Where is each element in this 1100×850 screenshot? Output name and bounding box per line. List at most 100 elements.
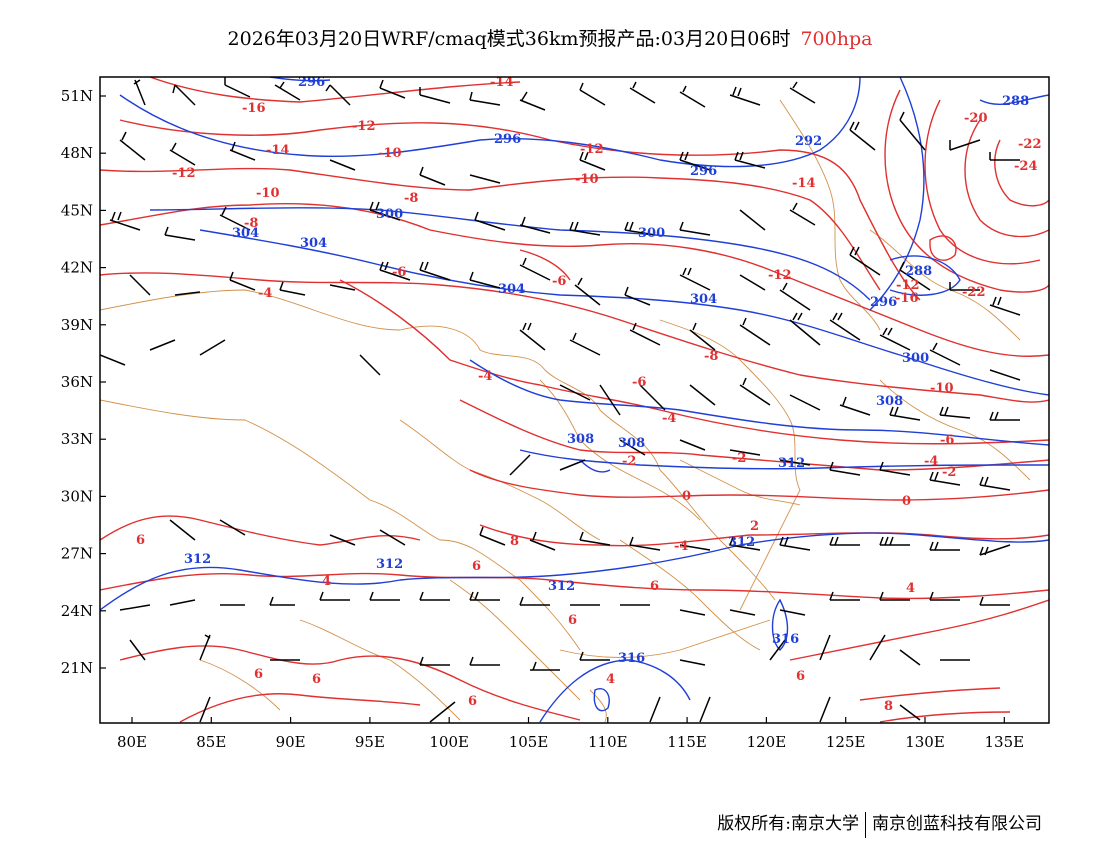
- temperature-label: -6: [552, 274, 566, 289]
- temperature-label: 6: [468, 694, 477, 709]
- temperature-label: 8: [884, 699, 893, 714]
- lon-tick-label: 90E: [276, 733, 306, 751]
- temperature-label: -12: [172, 166, 196, 181]
- height-label: 296: [690, 164, 717, 179]
- lat-tick-label: 45N: [61, 201, 93, 219]
- lat-tick-label: 30N: [61, 487, 93, 505]
- height-label: 300: [376, 207, 403, 222]
- temperature-label: -4: [478, 369, 492, 384]
- borders-layer: [100, 99, 1031, 723]
- lat-tick-label: 48N: [61, 144, 93, 162]
- temperature-label: 0: [682, 489, 691, 504]
- height-label: 304: [300, 236, 327, 251]
- height-label: 308: [618, 436, 645, 451]
- lat-tick-label: 21N: [61, 659, 93, 677]
- temperature-label: -12: [768, 268, 792, 283]
- temperature-label: 4: [606, 672, 615, 687]
- height-label: 304: [498, 282, 525, 297]
- temperature-label: -10: [575, 172, 599, 187]
- lat-tick-label: 42N: [61, 259, 93, 277]
- height-label: 316: [772, 632, 799, 647]
- temperature-label: -6: [632, 375, 646, 390]
- height-label: 304: [232, 226, 259, 241]
- lon-tick-label: 80E: [117, 733, 147, 751]
- temperature-label: -8: [704, 349, 718, 364]
- temperature-label: -12: [580, 142, 604, 157]
- temperature-label: 6: [472, 559, 481, 574]
- copyright-separator: [865, 811, 866, 838]
- temperature-label: -2: [732, 451, 746, 466]
- chart-title: 2026年03月20日WRF/cmaq模式36km预报产品:03月20日06时 7…: [0, 24, 1100, 51]
- pressure-level: 700hpa: [800, 28, 873, 50]
- temperature-label: -24: [1014, 159, 1038, 174]
- height-label: 312: [184, 552, 211, 567]
- temperature-labels: -14 -16 -12 -14 -10 -12 -12 -10 -14 -20 …: [136, 75, 1042, 714]
- temperature-label: 6: [650, 579, 659, 594]
- height-labels: 296 296 292 296 288 300 304 300 304 304 …: [184, 75, 1029, 666]
- height-label: 296: [494, 132, 521, 147]
- temperature-label: -22: [962, 285, 986, 300]
- temperature-contours: [100, 77, 1049, 723]
- temperature-label: -14: [792, 176, 816, 191]
- lat-tick-label: 36N: [61, 373, 93, 391]
- temperature-label: -8: [404, 191, 418, 206]
- lat-tick-label: 39N: [61, 316, 93, 334]
- temperature-label: 4: [322, 574, 331, 589]
- temperature-label: -10: [378, 146, 402, 161]
- temperature-label: 6: [312, 672, 321, 687]
- temperature-label: -20: [964, 111, 988, 126]
- title-main: 2026年03月20日WRF/cmaq模式36km预报产品:03月20日06时: [227, 28, 791, 50]
- height-label: 300: [638, 226, 665, 241]
- temperature-label: -14: [266, 143, 290, 158]
- temperature-label: 2: [750, 519, 759, 534]
- wind-barbs: [100, 77, 1021, 723]
- temperature-label: 6: [254, 667, 263, 682]
- height-label: 312: [376, 557, 403, 572]
- temperature-label: -4: [924, 454, 938, 469]
- temperature-label: -10: [256, 186, 280, 201]
- lon-tick-label: 130E: [905, 733, 945, 751]
- lon-tick-label: 110E: [588, 733, 628, 751]
- height-label: 308: [567, 432, 594, 447]
- height-label: 288: [1002, 94, 1029, 109]
- lon-tick-label: 125E: [826, 733, 866, 751]
- copyright-company: 南京创蓝科技有限公司: [872, 814, 1042, 834]
- temperature-label: 8: [510, 534, 519, 549]
- temperature-label: 6: [136, 533, 145, 548]
- lat-tick-label: 24N: [61, 602, 93, 620]
- lon-tick-label: 115E: [667, 733, 707, 751]
- height-label: 296: [870, 295, 897, 310]
- copyright: 版权所有:南京大学 南京创蓝科技有限公司: [717, 809, 1042, 838]
- lat-tick-label: 27N: [61, 545, 93, 563]
- temperature-label: -12: [896, 278, 920, 293]
- temperature-label: -16: [242, 101, 266, 116]
- lon-tick-label: 85E: [196, 733, 226, 751]
- lon-tick-label: 135E: [985, 733, 1025, 751]
- copyright-owner: 版权所有:南京大学: [717, 814, 859, 834]
- lon-tick-label: 120E: [747, 733, 787, 751]
- temperature-label: -4: [662, 411, 676, 426]
- height-label: 304: [690, 292, 717, 307]
- temperature-label: 0: [902, 494, 911, 509]
- lat-tick-label: 51N: [61, 87, 93, 105]
- height-label: 288: [905, 264, 932, 279]
- height-label: 300: [902, 351, 929, 366]
- height-label: 296: [298, 75, 325, 90]
- lat-tick-label: 33N: [61, 430, 93, 448]
- latitude-axis: 51N 48N 45N 42N 39N 36N 33N 30N 27N 24N 21N: [61, 87, 106, 677]
- temperature-label: -14: [490, 75, 514, 90]
- temperature-label: -6: [940, 433, 954, 448]
- temperature-label: 6: [796, 669, 805, 684]
- temperature-label: -4: [258, 286, 272, 301]
- height-label: 312: [548, 579, 575, 594]
- height-contours: [100, 77, 1049, 723]
- height-label: 292: [795, 134, 822, 149]
- temperature-label: -12: [352, 119, 376, 134]
- temperature-label: -8: [244, 216, 258, 231]
- map-frame: [99, 76, 1050, 724]
- temperature-label: 6: [568, 613, 577, 628]
- height-label: 308: [876, 394, 903, 409]
- temperature-label: -22: [1018, 137, 1042, 152]
- temperature-label: -10: [930, 381, 954, 396]
